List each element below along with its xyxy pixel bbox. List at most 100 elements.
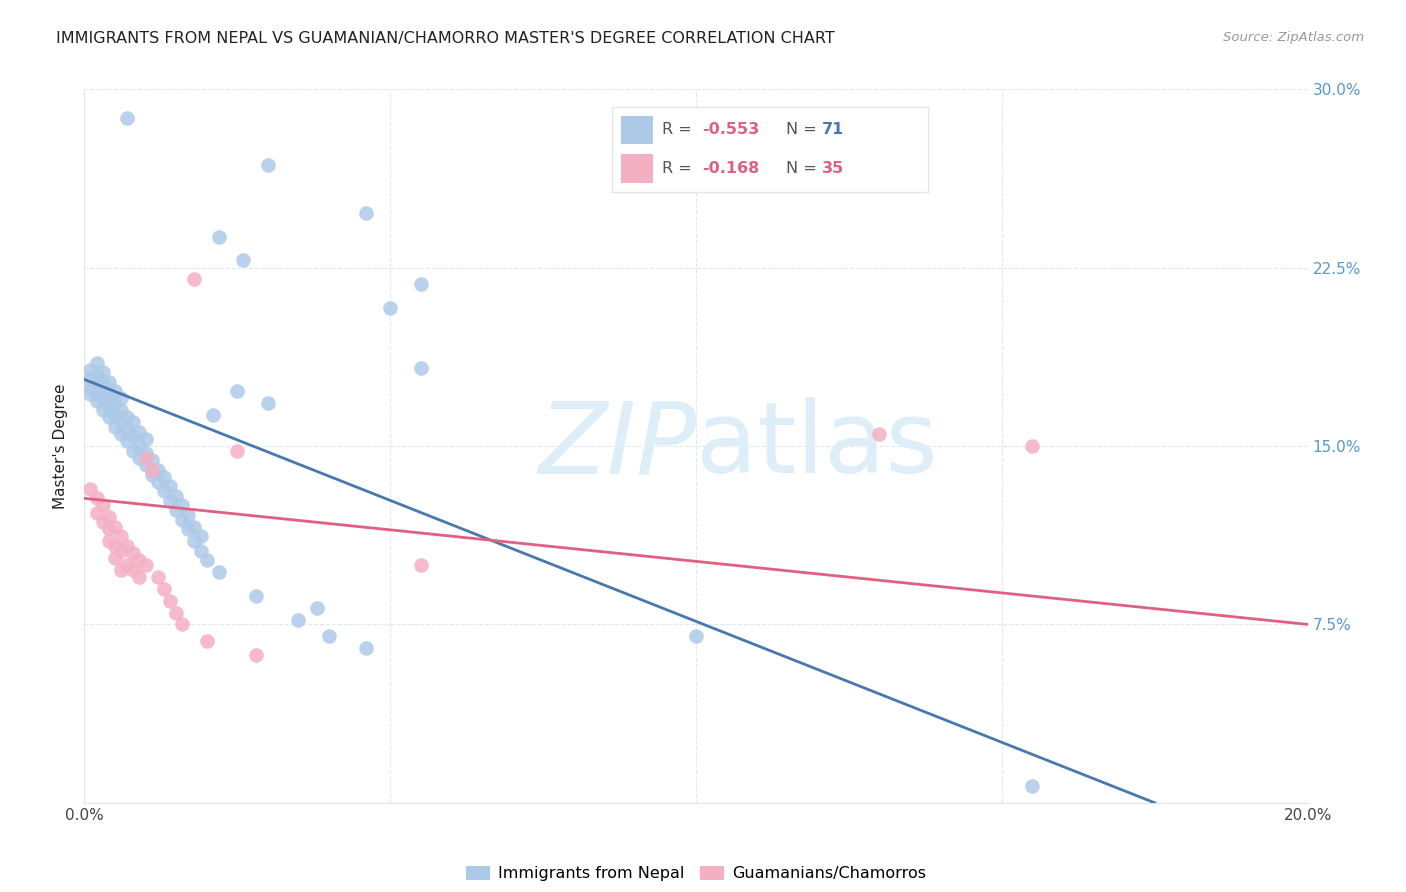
Point <box>232 253 254 268</box>
Point <box>354 206 377 220</box>
Point <box>86 356 108 370</box>
Point <box>86 491 108 506</box>
Point <box>141 453 163 467</box>
Point <box>91 365 114 379</box>
Point <box>104 539 127 553</box>
Point <box>165 503 187 517</box>
Point <box>135 458 157 472</box>
Text: N =: N = <box>786 161 821 177</box>
Point <box>97 399 120 413</box>
Point <box>97 534 120 549</box>
Point <box>208 565 231 579</box>
Point <box>97 375 120 389</box>
Point <box>159 493 181 508</box>
Point <box>110 543 132 558</box>
Point <box>195 553 218 567</box>
Point <box>183 534 205 549</box>
Point <box>86 393 108 408</box>
Point <box>183 520 205 534</box>
Point <box>97 522 120 536</box>
Text: -0.553: -0.553 <box>702 122 759 137</box>
Point <box>122 429 145 443</box>
Point <box>110 392 132 406</box>
Point <box>245 648 267 663</box>
Point <box>165 489 187 503</box>
Point <box>97 510 120 524</box>
Point <box>685 629 707 643</box>
Point <box>104 384 127 399</box>
Point <box>287 613 309 627</box>
Text: R =: R = <box>662 122 697 137</box>
Point <box>226 443 249 458</box>
Point <box>128 570 150 584</box>
Point <box>1021 779 1043 793</box>
Point <box>153 484 176 499</box>
Point <box>177 522 200 536</box>
Point <box>195 634 218 648</box>
Point <box>135 432 157 446</box>
Point <box>110 529 132 543</box>
Point <box>104 408 127 422</box>
Point <box>354 641 377 656</box>
Point <box>97 386 120 401</box>
Y-axis label: Master's Degree: Master's Degree <box>53 384 69 508</box>
Point <box>318 629 340 643</box>
Text: IMMIGRANTS FROM NEPAL VS GUAMANIAN/CHAMORRO MASTER'S DEGREE CORRELATION CHART: IMMIGRANTS FROM NEPAL VS GUAMANIAN/CHAMO… <box>56 31 835 46</box>
Point <box>91 392 114 406</box>
Point <box>1021 439 1043 453</box>
Point <box>201 408 224 422</box>
Point <box>409 558 432 572</box>
Point <box>146 570 169 584</box>
Point <box>122 443 145 458</box>
Point <box>104 520 127 534</box>
Point <box>380 301 402 315</box>
Point <box>172 499 194 513</box>
Point <box>79 372 101 386</box>
Point <box>86 368 108 382</box>
Point <box>115 111 138 125</box>
Point <box>110 427 132 442</box>
Point <box>91 403 114 417</box>
Point <box>190 543 212 558</box>
Text: atlas: atlas <box>696 398 938 494</box>
Point <box>79 482 101 496</box>
Point <box>115 422 138 436</box>
Text: R =: R = <box>662 161 697 177</box>
Point <box>91 515 114 529</box>
Text: -0.168: -0.168 <box>702 161 759 177</box>
Point <box>122 415 145 429</box>
Point <box>115 558 138 572</box>
Point <box>245 589 267 603</box>
Point <box>146 475 169 489</box>
Point <box>115 539 138 553</box>
Point <box>79 386 101 401</box>
Point <box>141 463 163 477</box>
Point <box>79 379 101 393</box>
Point <box>409 360 432 375</box>
Text: N =: N = <box>786 122 821 137</box>
Point <box>104 396 127 410</box>
Point <box>257 158 280 172</box>
Point <box>172 617 194 632</box>
Text: ZIP: ZIP <box>537 398 696 494</box>
Bar <box>621 116 652 145</box>
Point <box>208 229 231 244</box>
Point <box>177 508 200 522</box>
Point <box>172 513 194 527</box>
Point <box>122 563 145 577</box>
Point <box>409 277 432 292</box>
Point <box>146 463 169 477</box>
Point <box>97 410 120 425</box>
Point <box>135 450 157 465</box>
Point <box>91 375 114 389</box>
Text: 35: 35 <box>823 161 844 177</box>
Point <box>869 427 891 442</box>
Point <box>153 582 176 596</box>
Point <box>135 446 157 460</box>
Point <box>104 550 127 565</box>
Point <box>165 606 187 620</box>
Point <box>91 499 114 513</box>
Point <box>183 272 205 286</box>
Point <box>86 386 108 401</box>
Point <box>153 470 176 484</box>
